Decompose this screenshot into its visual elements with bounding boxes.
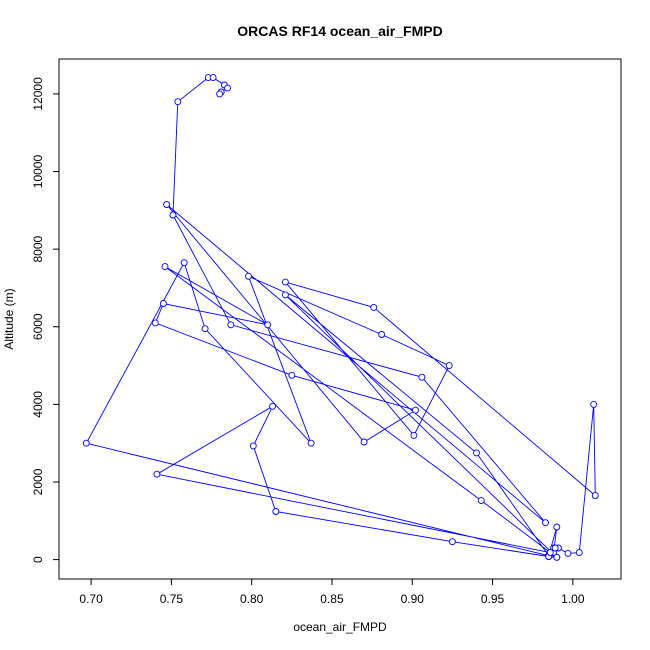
data-point — [159, 300, 167, 307]
y-axis: 0 2000 4000 6000 8000 10000 12000 — [31, 77, 60, 563]
data-point — [553, 553, 561, 561]
data-point — [201, 325, 209, 333]
data-point — [575, 549, 583, 557]
data-point — [370, 303, 378, 311]
data-point — [281, 278, 289, 286]
x-tick-label: 0.90 — [401, 592, 425, 606]
data-point — [448, 538, 456, 546]
y-tick-label: 10000 — [31, 155, 45, 189]
data-point — [551, 544, 559, 552]
data-point — [169, 211, 177, 219]
data-point — [546, 549, 554, 557]
y-tick-label: 8000 — [31, 235, 45, 262]
data-point — [412, 406, 419, 414]
series-layer — [82, 74, 599, 561]
data-point — [553, 523, 561, 531]
data-point — [378, 331, 386, 338]
y-tick-label: 4000 — [31, 391, 45, 418]
data-point — [360, 438, 368, 446]
data-point — [542, 519, 549, 527]
y-tick-label: 2000 — [31, 468, 45, 495]
x-tick-label: 0.95 — [481, 592, 505, 606]
plot-frame — [58, 58, 622, 580]
data-point — [477, 497, 485, 505]
data-point — [249, 442, 257, 450]
data-point — [307, 439, 315, 447]
y-tick-label: 12000 — [31, 77, 45, 111]
data-point — [281, 291, 289, 299]
data-point — [161, 263, 169, 271]
y-tick-label: 0 — [31, 556, 45, 563]
data-point — [174, 98, 182, 106]
data-point — [288, 371, 296, 379]
data-point — [245, 272, 252, 280]
data-point — [591, 492, 599, 500]
series-line — [85, 77, 596, 558]
data-point — [418, 373, 426, 381]
x-tick-label: 0.70 — [79, 592, 103, 606]
data-point — [473, 449, 480, 457]
chart-title: ORCAS RF14 ocean_air_FMPD — [237, 23, 442, 39]
x-axis-label: ocean_air_FMPD — [293, 620, 387, 634]
data-point — [564, 549, 572, 557]
data-point — [410, 431, 418, 439]
data-point — [216, 90, 224, 98]
x-tick-label: 0.75 — [160, 592, 184, 606]
y-axis-label: Altitude (m) — [2, 288, 16, 349]
data-point — [224, 84, 232, 92]
data-point — [264, 321, 272, 329]
data-point — [272, 508, 280, 515]
data-point — [180, 259, 188, 267]
data-point — [590, 400, 598, 408]
y-tick-label: 6000 — [31, 313, 45, 340]
x-tick-label: 0.85 — [320, 592, 344, 606]
data-point — [227, 321, 235, 329]
data-point — [269, 402, 277, 410]
data-point — [163, 201, 171, 208]
data-point — [209, 74, 217, 82]
data-point — [153, 470, 161, 478]
x-axis: 0.70 0.75 0.80 0.85 0.90 0.95 1.00 — [79, 578, 585, 606]
data-point — [82, 439, 90, 447]
data-point — [445, 362, 453, 370]
x-tick-label: 1.00 — [561, 592, 585, 606]
x-tick-label: 0.80 — [240, 592, 264, 606]
data-point — [151, 319, 159, 327]
